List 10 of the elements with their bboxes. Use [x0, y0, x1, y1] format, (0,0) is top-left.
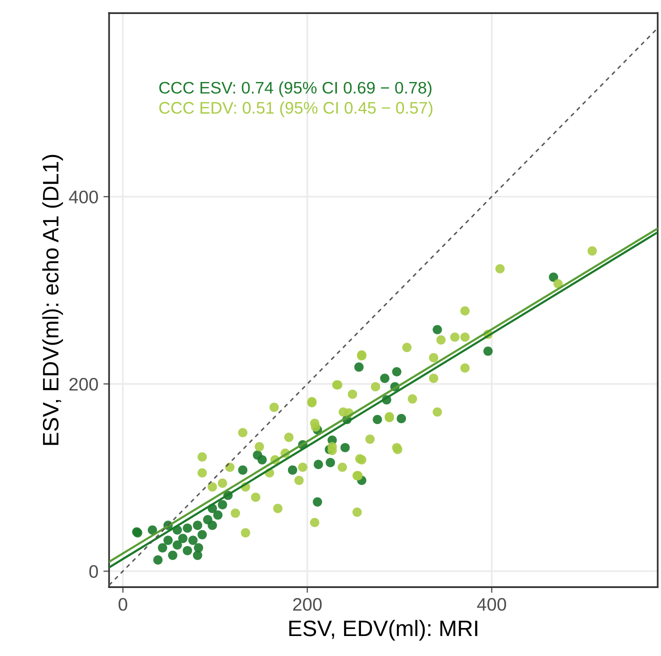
y-tick-label: 0: [89, 565, 98, 578]
annotation: CCC ESV: 0.74 (95% CI 0.69 − 0.78): [159, 81, 432, 97]
x-tick-label: 400: [477, 598, 506, 611]
y-tick-label: 200: [69, 378, 98, 391]
x-tick-label: 200: [293, 598, 322, 611]
y-axis-title: ESV, EDV(ml): echo A1 (DL1): [42, 154, 63, 445]
y-tick-label: 400: [68, 190, 98, 204]
x-axis-title: ESV, EDV(ml): MRI: [289, 620, 478, 641]
x-tick-label: 0: [118, 598, 128, 611]
annotation: CCC EDV: 0.51 (95% CI 0.45 − 0.57): [159, 101, 432, 118]
